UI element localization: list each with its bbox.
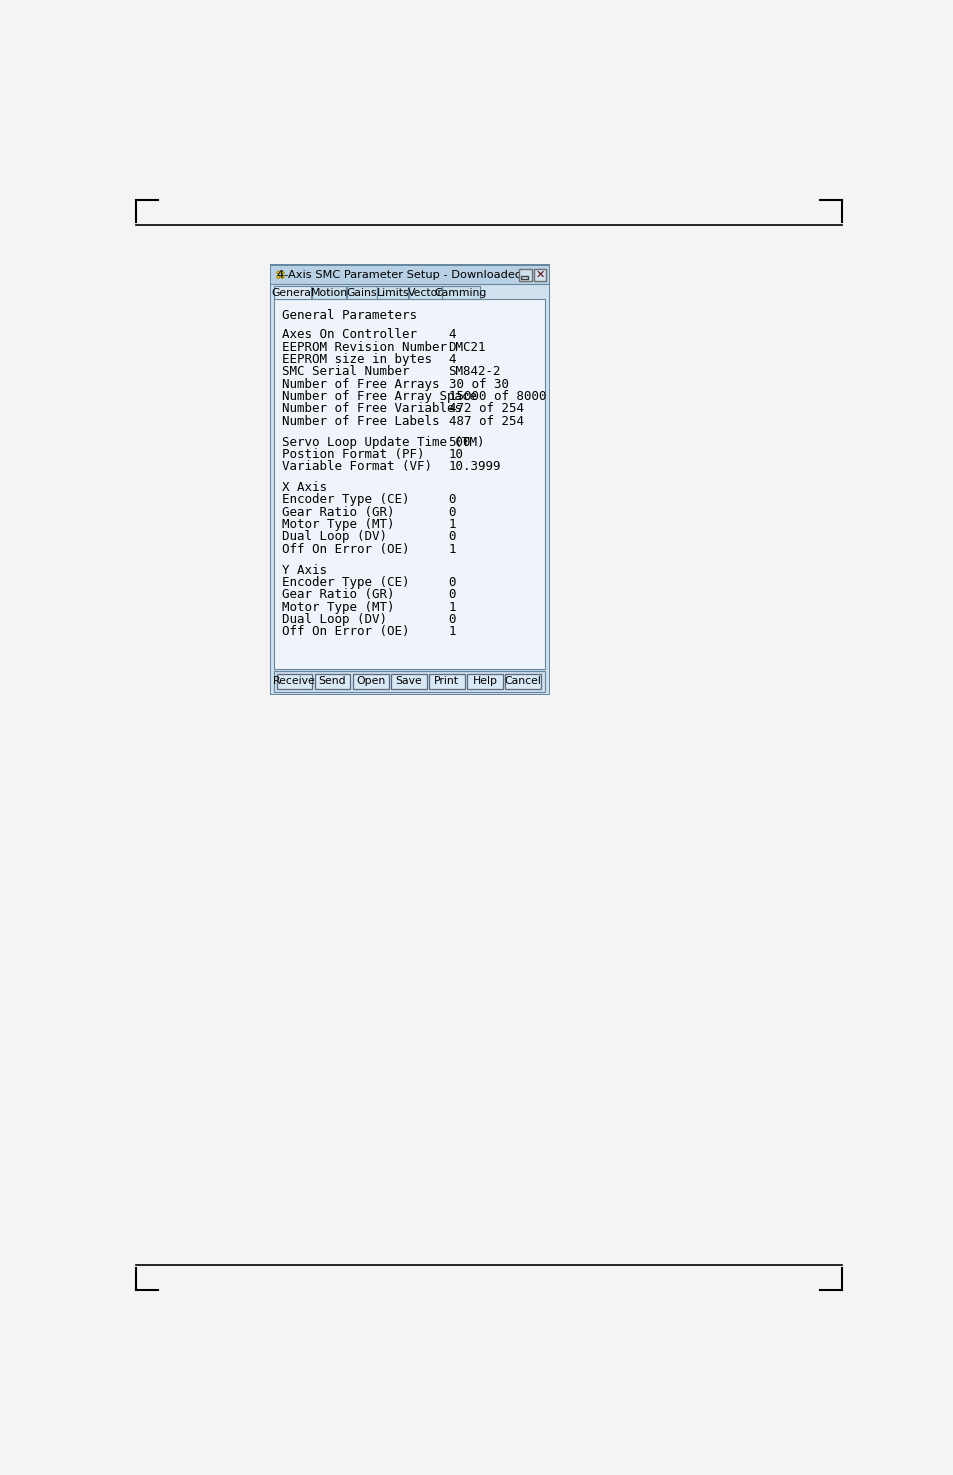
Text: Gear Ratio (GR): Gear Ratio (GR) bbox=[282, 506, 395, 519]
Text: General Parameters: General Parameters bbox=[282, 308, 416, 322]
Text: Number of Free Arrays: Number of Free Arrays bbox=[282, 378, 439, 391]
Polygon shape bbox=[276, 274, 280, 279]
Bar bbox=[521, 276, 528, 279]
Text: Dual Loop (DV): Dual Loop (DV) bbox=[282, 614, 387, 625]
Text: Camming: Camming bbox=[435, 288, 487, 298]
Text: DMC21: DMC21 bbox=[448, 341, 486, 354]
Text: Encoder Type (CE): Encoder Type (CE) bbox=[282, 494, 409, 506]
Polygon shape bbox=[280, 274, 284, 279]
Text: Gains: Gains bbox=[346, 288, 376, 298]
Text: 472 of 254: 472 of 254 bbox=[448, 403, 523, 416]
Text: Off On Error (OE): Off On Error (OE) bbox=[282, 543, 409, 556]
Text: 500: 500 bbox=[448, 435, 471, 448]
Text: 0: 0 bbox=[448, 506, 456, 519]
Text: Gear Ratio (GR): Gear Ratio (GR) bbox=[282, 589, 395, 602]
Text: ✕: ✕ bbox=[535, 270, 544, 280]
Text: Motor Type (MT): Motor Type (MT) bbox=[282, 518, 395, 531]
Text: Dual Loop (DV): Dual Loop (DV) bbox=[282, 531, 387, 543]
Bar bbox=[312, 286, 346, 299]
Bar bbox=[314, 674, 350, 689]
Text: Servo Loop Update Time (TM): Servo Loop Update Time (TM) bbox=[282, 435, 484, 448]
Bar bbox=[467, 674, 502, 689]
Bar bbox=[429, 674, 464, 689]
Text: 1: 1 bbox=[448, 600, 456, 614]
Text: Number of Free Labels: Number of Free Labels bbox=[282, 414, 439, 428]
Text: 0: 0 bbox=[448, 531, 456, 543]
Text: Axes On Controller: Axes On Controller bbox=[282, 329, 416, 341]
Bar bbox=[271, 266, 548, 693]
Text: 1: 1 bbox=[448, 518, 456, 531]
Text: Print: Print bbox=[434, 677, 458, 686]
Text: General: General bbox=[271, 288, 314, 298]
Bar bbox=[274, 671, 545, 692]
Bar bbox=[409, 286, 441, 299]
Bar bbox=[534, 268, 546, 280]
Text: EEPROM size in bytes: EEPROM size in bytes bbox=[282, 353, 432, 366]
Text: Y Axis: Y Axis bbox=[282, 563, 327, 577]
Text: Variable Format (VF): Variable Format (VF) bbox=[282, 460, 432, 473]
Text: X Axis: X Axis bbox=[282, 481, 327, 494]
Text: Vector: Vector bbox=[408, 288, 442, 298]
Text: Off On Error (OE): Off On Error (OE) bbox=[282, 625, 409, 639]
Bar bbox=[276, 674, 312, 689]
Text: 1: 1 bbox=[448, 625, 456, 639]
Text: EEPROM Revision Number: EEPROM Revision Number bbox=[282, 341, 447, 354]
Text: 4-Axis SMC Parameter Setup - Downloaded -: 4-Axis SMC Parameter Setup - Downloaded … bbox=[277, 270, 530, 280]
Text: 10: 10 bbox=[448, 448, 463, 460]
Polygon shape bbox=[280, 271, 284, 274]
Text: 30 of 30: 30 of 30 bbox=[448, 378, 508, 391]
Bar bbox=[442, 286, 479, 299]
Text: 0: 0 bbox=[448, 614, 456, 625]
Text: 15000 of 8000: 15000 of 8000 bbox=[448, 389, 545, 403]
Text: Motion: Motion bbox=[311, 288, 348, 298]
Bar bbox=[518, 268, 531, 280]
Bar bbox=[347, 286, 376, 299]
Text: Open: Open bbox=[355, 677, 385, 686]
Bar bbox=[274, 286, 311, 299]
Bar bbox=[274, 299, 545, 670]
Bar bbox=[377, 286, 408, 299]
Text: 4: 4 bbox=[448, 353, 456, 366]
Text: SMC Serial Number: SMC Serial Number bbox=[282, 366, 409, 379]
Text: Cancel: Cancel bbox=[504, 677, 541, 686]
Text: Encoder Type (CE): Encoder Type (CE) bbox=[282, 577, 409, 589]
Polygon shape bbox=[276, 271, 280, 274]
Bar bbox=[270, 264, 550, 695]
Text: SM842-2: SM842-2 bbox=[448, 366, 500, 379]
Bar bbox=[504, 674, 540, 689]
Text: 10.3999: 10.3999 bbox=[448, 460, 500, 473]
Text: 0: 0 bbox=[448, 589, 456, 602]
Text: Send: Send bbox=[318, 677, 346, 686]
Text: Motor Type (MT): Motor Type (MT) bbox=[282, 600, 395, 614]
Bar bbox=[353, 674, 388, 689]
Text: Number of Free Variables: Number of Free Variables bbox=[282, 403, 461, 416]
Text: 0: 0 bbox=[448, 577, 456, 589]
Text: Postion Format (PF): Postion Format (PF) bbox=[282, 448, 424, 460]
Bar bbox=[271, 266, 548, 285]
Text: Receive: Receive bbox=[273, 677, 315, 686]
Text: Number of Free Array Space: Number of Free Array Space bbox=[282, 389, 476, 403]
Text: Help: Help bbox=[472, 677, 497, 686]
Text: Save: Save bbox=[395, 677, 421, 686]
Bar bbox=[391, 674, 426, 689]
Text: 1: 1 bbox=[448, 543, 456, 556]
Text: 0: 0 bbox=[448, 494, 456, 506]
Text: Limits: Limits bbox=[376, 288, 409, 298]
Text: 487 of 254: 487 of 254 bbox=[448, 414, 523, 428]
Text: 4: 4 bbox=[448, 329, 456, 341]
